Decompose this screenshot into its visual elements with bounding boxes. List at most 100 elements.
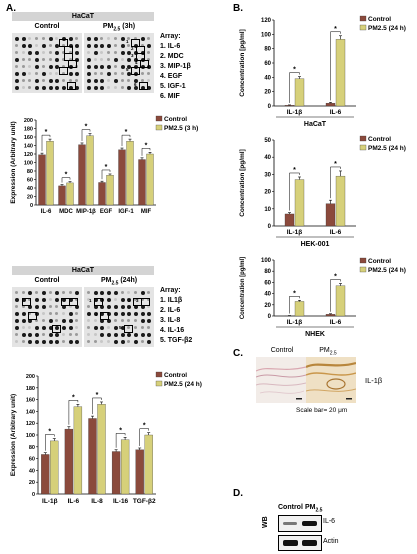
- array-spot: [68, 305, 72, 308]
- y-tick-label: 40: [27, 186, 33, 192]
- bar-treated: [106, 175, 114, 206]
- array-spot: [127, 58, 132, 62]
- array-spot: [61, 72, 65, 75]
- array-spot: [127, 333, 132, 337]
- array-spot: [35, 51, 40, 55]
- y-tick-label: 50: [264, 138, 271, 144]
- array-spot: [55, 298, 60, 302]
- array-spot: [127, 319, 131, 322]
- array-spot: [41, 291, 46, 295]
- wb-il6-band-control: [283, 522, 297, 525]
- highlight-box-number: 3: [136, 298, 139, 303]
- y-tick-label: 40: [264, 155, 271, 161]
- y-tick-label: 120: [261, 18, 272, 24]
- array-spot: [41, 333, 45, 336]
- array-spot: [113, 79, 118, 83]
- legend-label-treated: PM2.5 (24 h): [368, 25, 406, 32]
- array-spot: [68, 312, 73, 316]
- highlight-box-number: 5: [126, 67, 129, 72]
- y-tick-label: 0: [32, 492, 35, 498]
- significance-star: *: [105, 164, 108, 171]
- array-spot: [28, 72, 32, 75]
- array-spot: [113, 37, 117, 40]
- array-spot: [55, 86, 60, 90]
- array-spot: [35, 86, 40, 90]
- array-spot: [21, 333, 26, 337]
- array-spot: [87, 65, 91, 69]
- array-spot: [75, 86, 80, 90]
- array-spot: [127, 298, 132, 302]
- y-tick-label: 180: [26, 386, 35, 392]
- array-spot: [68, 58, 72, 61]
- array-spot: [93, 79, 98, 83]
- array-spot: [41, 326, 46, 330]
- legend-swatch-treated: [155, 380, 163, 387]
- array-spot: [87, 298, 90, 301]
- array-spot: [15, 305, 18, 308]
- array-spot: [48, 79, 53, 83]
- highlight-box: [94, 298, 103, 306]
- wb-il6-blot: [278, 515, 322, 532]
- array2-list-title: Array:: [160, 287, 181, 294]
- bar-treated: [66, 182, 74, 206]
- array-spot: [68, 340, 73, 344]
- array-spot: [107, 44, 112, 48]
- category-label: IL-1β: [287, 109, 303, 116]
- array-spot: [147, 312, 152, 316]
- array-spot: [35, 79, 40, 83]
- highlight-box: [100, 312, 109, 320]
- significance-star: *: [334, 161, 337, 168]
- bar-control: [325, 314, 336, 317]
- array-spot: [100, 37, 104, 40]
- bar-treated: [144, 434, 153, 495]
- array-spot: [140, 312, 145, 316]
- array-spot: [35, 326, 40, 330]
- array-spot: [107, 326, 111, 329]
- legend-label-control: Control: [164, 372, 187, 379]
- array-spot: [35, 72, 39, 75]
- significance-star: *: [125, 129, 128, 136]
- y-tick-label: 20: [264, 90, 271, 96]
- array-spot: [140, 37, 145, 41]
- array-spot: [15, 326, 19, 330]
- array-spot: [61, 312, 65, 315]
- wb-control-label: Control: [278, 504, 303, 511]
- array-spot: [28, 326, 32, 329]
- significance-star: *: [293, 67, 296, 74]
- array-spot: [75, 51, 80, 55]
- array-spot: [93, 58, 97, 61]
- array-spot: [133, 319, 137, 322]
- array-spot: [93, 86, 98, 90]
- array-spot: [100, 319, 105, 323]
- array-spot: [15, 79, 19, 83]
- array2-control-image: [12, 287, 82, 347]
- highlight-box-number: 4: [135, 60, 138, 65]
- array-spot: [28, 79, 32, 82]
- array-spot: [127, 44, 131, 47]
- legend-label-control: Control: [368, 16, 391, 23]
- array-spot: [107, 51, 111, 54]
- significance-star: *: [334, 274, 337, 281]
- category-label: IL-16: [113, 498, 129, 505]
- array-spot: [28, 312, 32, 315]
- category-label: TGF-β2: [133, 498, 156, 505]
- bar-control: [138, 159, 146, 206]
- array-spot: [28, 65, 32, 68]
- array-spot: [75, 305, 80, 309]
- bar-treated: [126, 141, 134, 206]
- panel-label-d: D.: [233, 488, 243, 499]
- y-tick-label: 120: [24, 152, 33, 158]
- array-spot: [87, 51, 90, 54]
- array-spot: [21, 305, 25, 308]
- array-spot: [107, 65, 112, 69]
- array-spot: [28, 37, 32, 40]
- array-spot: [113, 305, 118, 309]
- array-spot: [120, 86, 124, 89]
- array-spot: [48, 326, 53, 330]
- significance-bracket: [289, 296, 300, 314]
- array1-list: Array: 1. IL-6 2. MDC 3. MIP-1β 4. EGF 5…: [160, 32, 191, 102]
- array1-item: 5. IGF-1: [160, 83, 186, 90]
- array-spot: [87, 305, 90, 308]
- array1-item: 4. EGF: [160, 73, 183, 80]
- array-spot: [120, 333, 125, 337]
